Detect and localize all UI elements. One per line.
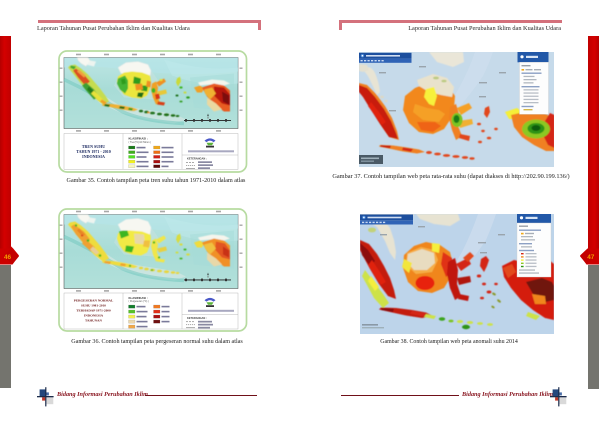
svg-text:KETERANGAN :: KETERANGAN : <box>187 316 207 320</box>
svg-text:KLASIFIKASI :: KLASIFIKASI : <box>129 137 148 141</box>
svg-text:KETERANGAN :: KETERANGAN : <box>187 157 207 161</box>
svg-text:46: 46 <box>4 254 12 261</box>
svg-text:PERGESERAN NORMAL: PERGESERAN NORMAL <box>74 299 114 303</box>
svg-text:TAHUNAN: TAHUNAN <box>85 319 102 323</box>
svg-text:TAHUN 1971 - 2010: TAHUN 1971 - 2010 <box>76 149 110 154</box>
svg-text:TERHADAP 1971-2000: TERHADAP 1971-2000 <box>76 309 111 313</box>
svg-text:47: 47 <box>587 254 595 261</box>
svg-text:( Tren(°C)/10 Tahun ): ( Tren(°C)/10 Tahun ) <box>129 141 152 144</box>
svg-text:KLASIFIKASI :: KLASIFIKASI : <box>129 296 148 300</box>
svg-text:INDONESIA: INDONESIA <box>84 314 104 318</box>
svg-text:SUHU 1981-2010: SUHU 1981-2010 <box>81 304 106 308</box>
svg-text:( Pergeseran (°C) ): ( Pergeseran (°C) ) <box>129 300 149 303</box>
svg-text:TREN SUHU: TREN SUHU <box>82 144 105 149</box>
svg-text:INDONESIA: INDONESIA <box>82 154 105 159</box>
